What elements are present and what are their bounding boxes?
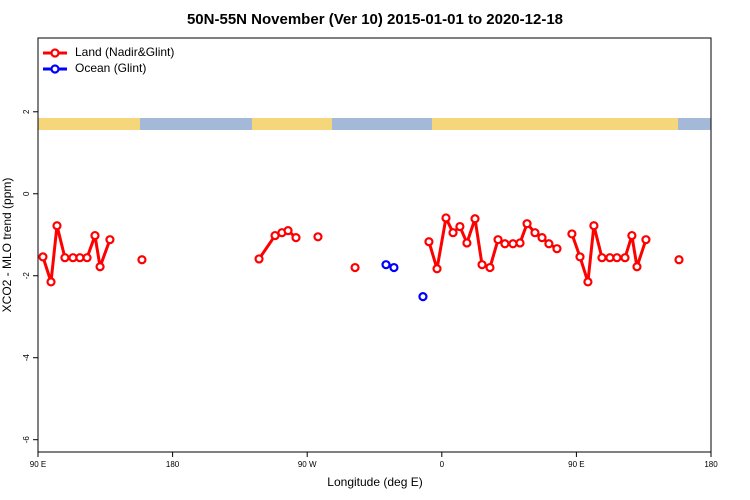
- data-point: [597, 253, 607, 263]
- data-point: [46, 277, 56, 287]
- x-tick-label: 90 E: [30, 460, 46, 469]
- data-point: [575, 252, 585, 262]
- map-strip: [38, 118, 711, 130]
- data-point: [612, 253, 622, 263]
- y-axis-label: XCO2 - MLO trend (ppm): [0, 178, 14, 313]
- y-tick-label: 0: [22, 191, 31, 196]
- data-point: [641, 235, 651, 245]
- chart-title: 50N-55N November (Ver 10) 2015-01-01 to …: [187, 11, 563, 28]
- data-point: [530, 228, 540, 238]
- data-point: [508, 239, 518, 249]
- data-point: [418, 292, 428, 302]
- data-point: [254, 254, 264, 264]
- legend-label: Land (Nadir&Glint): [75, 45, 174, 59]
- data-point: [589, 221, 599, 231]
- data-point: [283, 226, 293, 236]
- data-point: [537, 233, 547, 243]
- y-tick-label: -6: [22, 436, 31, 444]
- data-point: [674, 255, 684, 265]
- data-point: [389, 262, 399, 273]
- data-point: [477, 260, 487, 270]
- data-point: [38, 252, 48, 262]
- data-point: [313, 232, 323, 242]
- data-point: [522, 219, 532, 229]
- data-point: [455, 221, 465, 232]
- x-tick-label: 180: [704, 460, 718, 469]
- x-axis-label: Longitude (deg E): [327, 475, 422, 489]
- data-point: [137, 255, 147, 265]
- data-point: [620, 253, 630, 263]
- data-point: [448, 228, 458, 238]
- data-point: [90, 230, 100, 241]
- data-point: [60, 253, 70, 263]
- plot-frame: [37, 37, 712, 453]
- x-tick-label: 90 W: [298, 460, 317, 469]
- y-tick-label: 2: [22, 109, 31, 114]
- data-point: [350, 262, 360, 273]
- x-tick-label: 180: [166, 460, 180, 469]
- x-tick-label: 0: [440, 460, 445, 469]
- series-line: [41, 224, 112, 284]
- data-point: [75, 253, 85, 263]
- data-point: [485, 262, 495, 273]
- data-point: [424, 237, 434, 247]
- data-point: [95, 262, 105, 272]
- y-tick-label: -4: [22, 354, 31, 362]
- data-point: [493, 235, 503, 245]
- y-tick-label: -2: [22, 272, 31, 280]
- data-point: [583, 277, 593, 287]
- data-point: [82, 253, 92, 263]
- data-point: [462, 238, 472, 248]
- data-point: [552, 244, 562, 254]
- data-point: [291, 233, 301, 243]
- legend-marker: [50, 64, 60, 74]
- data-point: [515, 238, 525, 248]
- data-point: [52, 221, 62, 231]
- data-point: [381, 260, 391, 270]
- legend-marker: [50, 48, 60, 58]
- data-point: [567, 229, 577, 239]
- data-point: [432, 264, 442, 274]
- series-line: [427, 216, 558, 271]
- data-point: [500, 239, 510, 249]
- data-point: [105, 235, 115, 245]
- x-tick-label: 90 E: [568, 460, 584, 469]
- data-point: [632, 262, 642, 272]
- legend-label: Ocean (Glint): [75, 61, 146, 75]
- data-point: [544, 239, 554, 249]
- data-point: [470, 214, 480, 224]
- data-point: [627, 230, 637, 241]
- data-point: [441, 213, 451, 223]
